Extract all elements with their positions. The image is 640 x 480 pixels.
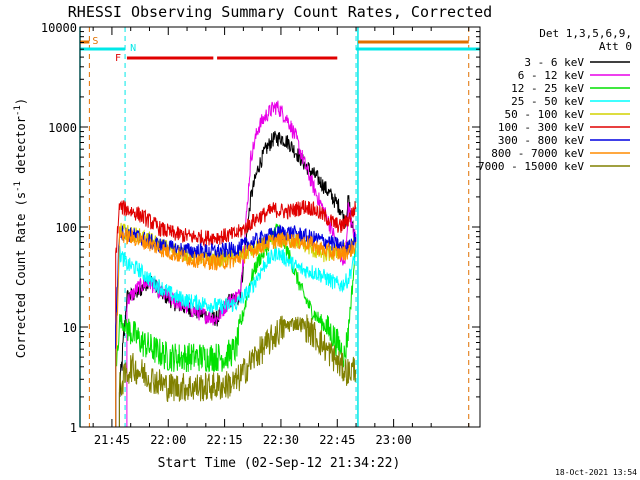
flare-marker-label: F (115, 53, 121, 64)
night-marker-label: N (130, 43, 136, 54)
x-axis-label: Start Time (02-Sep-12 21:34:22) (158, 456, 401, 471)
y-tick-label: 1000 (48, 121, 77, 135)
x-tick-label: 22:30 (263, 433, 299, 447)
x-tick-label: 23:00 (376, 433, 412, 447)
series-line (126, 100, 357, 427)
y-tick-label: 10000 (41, 21, 77, 35)
y-axis-label: Corrected Count Rate (s-1 detector-1) (13, 98, 28, 358)
y-tick-label: 10 (63, 321, 77, 335)
x-tick-label: 21:45 (94, 433, 130, 447)
series-line (115, 222, 357, 427)
legend-label: 100 - 300 keV (498, 121, 584, 134)
legend-label: 300 - 800 keV (498, 134, 584, 147)
series-line (115, 245, 357, 427)
x-tick-label: 22:45 (319, 433, 355, 447)
x-tick-label: 22:00 (150, 433, 186, 447)
saa-marker-label: S (92, 36, 98, 47)
x-tick-label: 22:15 (207, 433, 243, 447)
series-line (118, 314, 357, 427)
y-tick-label: 1 (70, 421, 77, 435)
legend-label: 3 - 6 keV (524, 56, 584, 69)
legend-label: 6 - 12 keV (518, 69, 585, 82)
generated-timestamp: 18-Oct-2021 13:54 (555, 468, 637, 477)
legend-label: 800 - 7000 keV (491, 147, 584, 160)
legend-label: 12 - 25 keV (511, 82, 584, 95)
legend-label: 7000 - 15000 keV (478, 160, 584, 173)
series-line (115, 199, 357, 427)
legend-label: 50 - 100 keV (505, 108, 585, 121)
legend-header-line-2: Att 0 (599, 40, 632, 53)
series-layer (115, 100, 357, 427)
series-line (115, 226, 357, 427)
legend-label: 25 - 50 keV (511, 95, 584, 108)
legend-header-line-1: Det 1,3,5,6,9, (539, 27, 632, 40)
y-tick-label: 100 (55, 221, 77, 235)
axes-layer: 21:45 22:00 22:15 22:30 22:45 23:00 1 10 100 1000… (41, 21, 481, 447)
chart-title: RHESSI Observing Summary Count Rates, Co… (68, 3, 492, 21)
